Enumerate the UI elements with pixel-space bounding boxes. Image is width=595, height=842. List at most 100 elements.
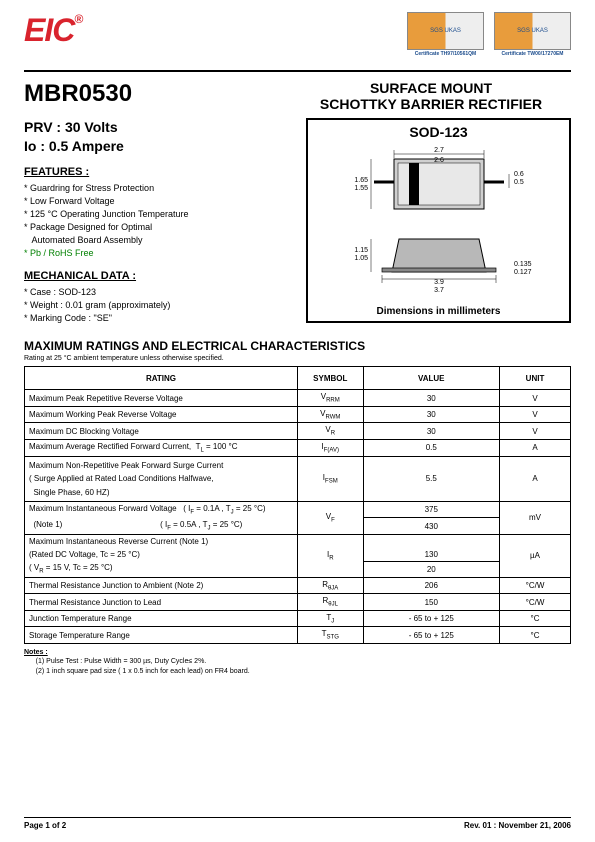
cert-block-1: SGS UKAS Certificate TH97/10561QM (407, 12, 484, 57)
table-cell: mV (500, 502, 571, 534)
svg-text:3.9: 3.9 (434, 279, 444, 286)
table-cell: (Rated DC Voltage, Tc = 25 °C) (25, 548, 298, 562)
table-cell: 375 (363, 502, 500, 518)
footer-rev: Rev. 01 : November 21, 2006 (464, 821, 571, 830)
table-cell: TSTG (298, 627, 364, 644)
feature-item: Automated Board Assembly (24, 234, 294, 247)
svg-text:2.7: 2.7 (434, 147, 444, 154)
table-cell: ( VR = 15 V, Tc = 25 °C) (25, 561, 298, 577)
table-cell: IF(AV) (298, 439, 364, 456)
cert-label-1: Certificate TH97/10561QM (407, 51, 484, 57)
svg-text:0.5: 0.5 (514, 179, 524, 186)
mech-label: MECHANICAL DATA : (24, 270, 294, 282)
logo: EIC® (24, 12, 82, 49)
svg-text:1.65: 1.65 (354, 177, 368, 184)
table-cell: 430 (363, 518, 500, 534)
mech-item: Case : SOD-123 (24, 286, 294, 299)
table-cell: - 65 to + 125 (363, 610, 500, 627)
table-cell: °C (500, 610, 571, 627)
mech-item: Marking Code : "SE" (24, 312, 294, 325)
table-cell: 30 (363, 390, 500, 407)
logo-text: EIC (24, 12, 74, 48)
table-cell: (Note 1) ( IF = 0.5A , TJ = 25 °C) (25, 518, 298, 534)
svg-text:1.05: 1.05 (354, 255, 368, 262)
svg-text:3.7: 3.7 (434, 287, 444, 294)
th-rating: RATING (25, 367, 298, 390)
mech-list: Case : SOD-123Weight : 0.01 gram (approx… (24, 286, 294, 325)
table-cell: RθJA (298, 577, 364, 594)
footer: Page 1 of 2 Rev. 01 : November 21, 2006 (24, 817, 571, 830)
table-cell: V (500, 406, 571, 423)
notes-block: Notes : (1) Pulse Test : Pulse Width = 3… (24, 648, 571, 676)
prv-io-block: PRV : 30 Volts Io : 0.5 Ampere (24, 118, 294, 156)
mech-item: Weight : 0.01 gram (approximately) (24, 299, 294, 312)
table-cell: V (500, 423, 571, 440)
table-cell: VR (298, 423, 364, 440)
svg-text:0.127: 0.127 (514, 269, 532, 276)
ratings-sub: Rating at 25 °C ambient temperature unle… (24, 355, 571, 362)
table-cell: µA (500, 534, 571, 577)
table-cell: 30 (363, 423, 500, 440)
package-name: SOD-123 (312, 124, 565, 140)
svg-text:1.15: 1.15 (354, 247, 368, 254)
table-cell: VRWM (298, 406, 364, 423)
th-unit: UNIT (500, 367, 571, 390)
th-symbol: SYMBOL (298, 367, 364, 390)
feature-item: Guardring for Stress Protection (24, 182, 294, 195)
table-cell: Thermal Resistance Junction to Lead (25, 594, 298, 611)
table-cell: - 65 to + 125 (363, 627, 500, 644)
cert-image-2: SGS UKAS (494, 12, 571, 50)
table-cell: Maximum Instantaneous Forward Voltage ( … (25, 502, 298, 518)
table-cell: 5.5 (363, 456, 500, 502)
cert-block-2: SGS UKAS Certificate TW00/17270EM (494, 12, 571, 57)
feature-item: Package Designed for Optimal (24, 221, 294, 234)
cert-image-1: SGS UKAS (407, 12, 484, 50)
table-cell: RθJL (298, 594, 364, 611)
package-box: SOD-123 2.7 2.6 (306, 118, 571, 323)
table-cell: VRRM (298, 390, 364, 407)
product-title-line1: SURFACE MOUNT (291, 80, 571, 96)
ratings-table: RATING SYMBOL VALUE UNIT Maximum Peak Re… (24, 366, 571, 644)
feature-item: 125 °C Operating Junction Temperature (24, 208, 294, 221)
ratings-header: MAXIMUM RATINGS AND ELECTRICAL CHARACTER… (24, 339, 571, 353)
feature-item-green: Pb / RoHS Free (24, 247, 294, 260)
table-cell: 20 (363, 561, 500, 577)
feature-item: Low Forward Voltage (24, 195, 294, 208)
product-title-line2: SCHOTTKY BARRIER RECTIFIER (291, 96, 571, 112)
table-cell: Maximum Non-Repetitive Peak Forward Surg… (25, 456, 298, 502)
table-cell: °C/W (500, 594, 571, 611)
table-cell: IFSM (298, 456, 364, 502)
table-cell (363, 534, 500, 548)
table-cell: Junction Temperature Range (25, 610, 298, 627)
cert-container: SGS UKAS Certificate TH97/10561QM SGS UK… (407, 12, 571, 57)
table-cell: Maximum Working Peak Reverse Voltage (25, 406, 298, 423)
table-cell: V (500, 390, 571, 407)
table-cell: Maximum Peak Repetitive Reverse Voltage (25, 390, 298, 407)
table-cell: Maximum Average Rectified Forward Curren… (25, 439, 298, 456)
table-cell: Thermal Resistance Junction to Ambient (… (25, 577, 298, 594)
logo-reg: ® (74, 12, 82, 26)
package-diagram: 2.7 2.6 1.65 1.55 0.6 0.5 1.15 1.05 (312, 144, 565, 302)
prv-value: PRV : 30 Volts (24, 118, 294, 137)
svg-text:0.6: 0.6 (514, 171, 524, 178)
notes-label: Notes : (24, 649, 48, 656)
table-cell: °C/W (500, 577, 571, 594)
product-title: SURFACE MOUNT SCHOTTKY BARRIER RECTIFIER (291, 80, 571, 112)
footer-page: Page 1 of 2 (24, 821, 66, 830)
table-cell: 150 (363, 594, 500, 611)
dims-label: Dimensions in millimeters (312, 306, 565, 317)
th-value: VALUE (363, 367, 500, 390)
table-cell: TJ (298, 610, 364, 627)
svg-text:2.6: 2.6 (434, 157, 444, 164)
header-rule (24, 70, 571, 72)
svg-text:1.55: 1.55 (354, 185, 368, 192)
io-value: Io : 0.5 Ampere (24, 137, 294, 156)
table-cell: A (500, 439, 571, 456)
table-cell: IR (298, 534, 364, 577)
cert-label-2: Certificate TW00/17270EM (494, 51, 571, 57)
table-cell: Maximum DC Blocking Voltage (25, 423, 298, 440)
part-number: MBR0530 (24, 80, 132, 112)
table-cell: 30 (363, 406, 500, 423)
table-cell: °C (500, 627, 571, 644)
svg-text:0.135: 0.135 (514, 261, 532, 268)
